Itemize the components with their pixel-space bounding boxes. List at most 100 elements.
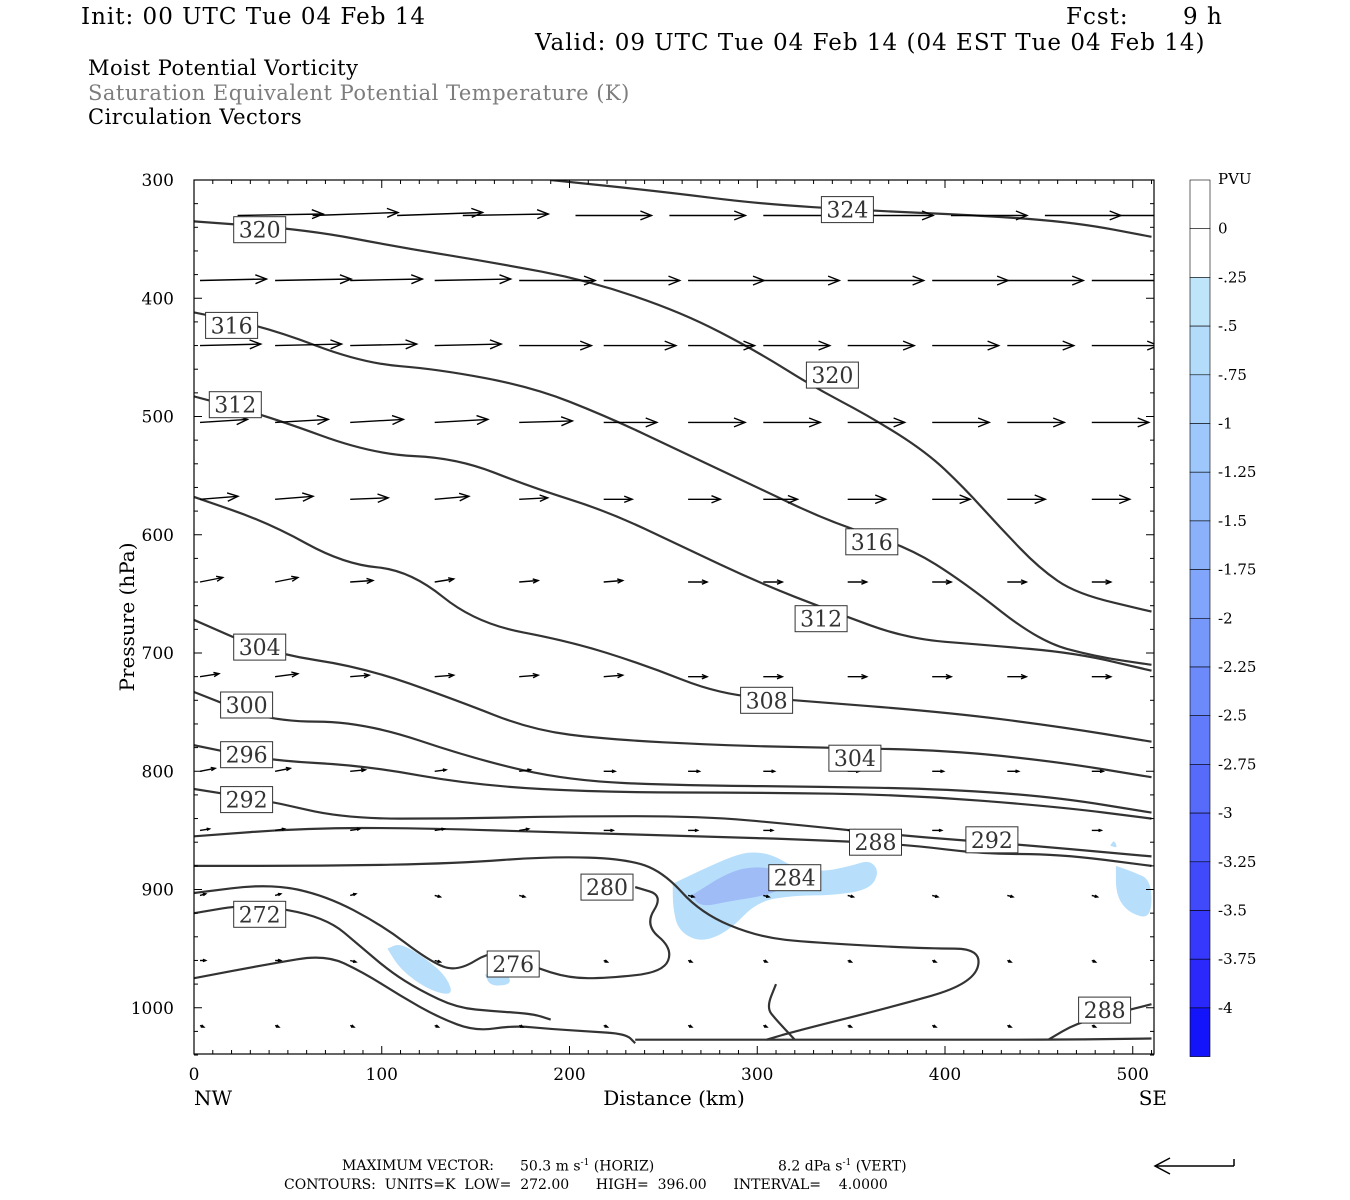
vector-head	[210, 766, 218, 772]
circulation-vector	[763, 340, 832, 351]
colorbar-label: -3.75	[1218, 950, 1256, 968]
vector-head	[377, 493, 391, 504]
contour-label-box	[233, 900, 287, 928]
y-tick-label: 900	[142, 881, 174, 901]
circulation-vector	[199, 671, 221, 678]
contour-label-292: 292	[220, 786, 274, 814]
vector-shaft	[275, 343, 342, 347]
contour-label-300: 300	[220, 691, 274, 719]
theta-es-contour-272	[194, 956, 636, 1044]
colorbar-swatch	[1189, 179, 1211, 230]
vector-head	[733, 417, 747, 428]
vector-head	[527, 768, 533, 773]
vector-head	[200, 1024, 206, 1028]
circulation-vector	[519, 827, 531, 832]
vector-head	[356, 827, 362, 832]
circulation-vector	[847, 959, 854, 963]
circulation-vector	[199, 274, 269, 285]
horiz-exponent: -1	[580, 1158, 590, 1168]
pv-colorbar: PVU 0 -.25 -.5 -.75 -1 -1.25 -1.5 -1.75 -2 -2.25 -2…	[1189, 170, 1256, 1057]
circulation-vector	[847, 417, 907, 428]
vector-head	[668, 275, 682, 286]
vector-shaft	[462, 213, 549, 217]
mpv-region	[1110, 841, 1117, 848]
vector-head	[583, 275, 598, 286]
vector-shaft	[434, 674, 454, 678]
contour-label-box	[740, 686, 794, 714]
contour-label-text: 312	[214, 394, 256, 419]
circulation-vector	[932, 673, 954, 680]
circulation-vector	[434, 672, 456, 679]
contour-label-box	[828, 744, 882, 772]
nw-label: NW	[194, 1086, 233, 1110]
vector-head	[277, 958, 283, 963]
vector-head	[435, 1024, 441, 1028]
colorbar-label: -.75	[1218, 366, 1247, 384]
circulation-vector	[763, 275, 842, 286]
vector-head	[733, 210, 748, 221]
circulation-vector	[763, 673, 785, 680]
vector-shaft	[199, 495, 239, 500]
colorbar-label: -3	[1218, 804, 1233, 822]
contour-label-text: 320	[811, 364, 853, 389]
vector-shaft	[434, 418, 488, 424]
colorbar-label: -2.25	[1218, 658, 1256, 676]
contour-label-box	[220, 786, 274, 814]
vector-head	[1015, 769, 1021, 774]
vector-head	[610, 828, 616, 833]
vector-head	[1094, 894, 1100, 898]
vector-head	[1008, 959, 1013, 963]
contour-label-312: 312	[794, 605, 848, 633]
colorbar-swatch	[1189, 374, 1211, 424]
theta-es-contour-0	[767, 983, 796, 1041]
circulation-vector	[575, 210, 654, 221]
vector-head	[764, 959, 769, 963]
circulation-vector	[1091, 828, 1104, 833]
theta-es-contour-300	[194, 690, 1152, 814]
circulation-vector	[688, 579, 709, 585]
contour-label-box	[768, 864, 822, 892]
vector-head	[769, 828, 775, 833]
vector-shaft	[434, 278, 511, 282]
vector-head	[316, 414, 331, 426]
vector-head	[689, 1024, 694, 1028]
vector-head	[604, 1024, 610, 1028]
colorbar-swatch	[1189, 958, 1211, 1009]
circulation-vector	[275, 339, 344, 350]
circulation-vector	[519, 494, 550, 503]
contour-label-text: 312	[800, 608, 842, 633]
colorbar-label: -.5	[1218, 317, 1237, 335]
vector-head	[539, 494, 550, 503]
vector-head	[874, 494, 888, 505]
vector-head	[442, 768, 448, 773]
circulation-vector	[199, 1024, 206, 1028]
contour-label-text: 292	[226, 789, 268, 814]
vector-head	[921, 210, 935, 221]
vector-head	[215, 575, 225, 582]
contour-label-box	[233, 216, 287, 244]
contour-label-288: 288	[1078, 996, 1132, 1024]
contour-label-text: 324	[826, 199, 868, 224]
colorbar-label: -4	[1218, 999, 1233, 1017]
theta-es-contour-292	[194, 787, 1152, 858]
theta-es-contour-308	[194, 495, 1152, 743]
vector-head	[1034, 494, 1048, 505]
contour-label-316: 316	[845, 528, 899, 556]
vector-shaft	[237, 213, 324, 217]
vector-shaft	[274, 767, 291, 772]
circulation-vector	[669, 210, 748, 221]
vector-head	[249, 339, 263, 350]
vector-shaft	[519, 497, 548, 500]
mpv-region	[1115, 865, 1152, 917]
vector-shaft	[199, 278, 267, 282]
max-vector-vert: 8.2 dPa s	[778, 1158, 843, 1175]
circulation-vector	[1091, 340, 1154, 351]
vector-head	[690, 894, 696, 898]
vector-head	[616, 672, 625, 679]
vector-head	[437, 894, 443, 898]
circulation-vector	[350, 959, 358, 963]
vector-head	[1062, 340, 1076, 351]
vector-head	[1009, 894, 1015, 898]
contour-label-308: 308	[740, 686, 794, 714]
contour-label-box	[233, 633, 287, 661]
